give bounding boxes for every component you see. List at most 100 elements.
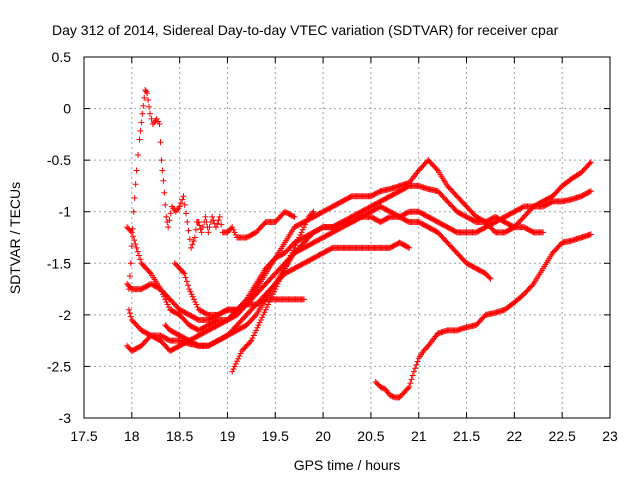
data-point [167, 210, 174, 217]
data-point [180, 193, 187, 200]
y-tick-label: 0.5 [52, 49, 72, 65]
data-point [310, 208, 317, 215]
data-point [265, 301, 272, 308]
data-point [146, 110, 153, 117]
data-point [408, 376, 415, 383]
data-point [127, 313, 134, 320]
data-point [181, 201, 188, 208]
data-point [133, 244, 140, 251]
data-point [587, 231, 594, 238]
x-tick-label: 21 [411, 428, 427, 444]
data-point [261, 309, 268, 316]
data-point [126, 273, 133, 280]
data-point [278, 273, 285, 280]
data-point [212, 224, 219, 231]
data-point [290, 213, 297, 220]
data-point [414, 358, 421, 365]
data-point [260, 311, 267, 318]
x-tick-labels: 17.5 18 18.5 19 19.5 20 20.5 21 21.5 22 22.5 23 [70, 428, 618, 444]
data-point [161, 189, 168, 196]
data-point [137, 256, 144, 263]
data-point [285, 257, 292, 264]
data-point [193, 301, 200, 308]
data-point [407, 380, 414, 387]
data-point [132, 181, 139, 188]
data-point [235, 355, 242, 362]
data-point [303, 219, 310, 226]
data-point [157, 139, 164, 146]
data-point [231, 363, 238, 370]
data-point [230, 366, 237, 373]
data-point [286, 255, 293, 262]
data-point [138, 119, 145, 126]
data-point [255, 322, 262, 329]
data-point [198, 229, 205, 236]
data-point [215, 217, 222, 224]
data-point [271, 288, 278, 295]
data-point [127, 228, 134, 235]
data-point [297, 231, 304, 238]
y-tick-label: -1.5 [47, 255, 71, 271]
data-point [487, 275, 494, 282]
x-tick-label: 22 [507, 428, 523, 444]
data-point [232, 360, 239, 367]
x-tick-label: 21.5 [453, 428, 480, 444]
data-point [263, 304, 270, 311]
data-point [251, 313, 258, 320]
data-point [148, 115, 155, 122]
data-point [281, 265, 288, 272]
data-point [162, 201, 169, 208]
y-axis-label: SDTVAR / TECUs [7, 182, 23, 294]
data-point [125, 306, 132, 313]
data-point [257, 317, 264, 324]
data-point [184, 219, 191, 226]
data-point [153, 115, 160, 122]
data-point [145, 96, 152, 103]
data-point [158, 157, 165, 164]
x-axis-label: GPS time / hours [294, 457, 401, 473]
data-point [156, 121, 163, 128]
data-point [177, 200, 184, 207]
data-point [280, 268, 287, 275]
data-point [181, 270, 188, 277]
x-tick-label: 18.5 [166, 428, 193, 444]
data-point [404, 385, 411, 392]
y-tick-labels: -3 -2.5 -2 -1.5 -1 -0.5 0 0.5 [47, 49, 71, 426]
data-point [268, 293, 275, 300]
data-point [250, 332, 257, 339]
chart-title: Day 312 of 2014, Sidereal Day-to-day VTE… [52, 22, 559, 38]
data-point [165, 224, 172, 231]
data-point [179, 196, 186, 203]
data-point [205, 229, 212, 236]
data-point [274, 280, 281, 287]
data-point [251, 329, 258, 336]
data-point [291, 213, 298, 220]
data-point [155, 118, 162, 125]
data-point [587, 159, 594, 166]
data-point [132, 240, 139, 247]
data-point [412, 365, 419, 372]
data-point [254, 324, 261, 331]
data-point [131, 237, 138, 244]
data-point [165, 304, 172, 311]
data-point [134, 248, 141, 255]
data-point [126, 310, 133, 317]
data-point [272, 286, 279, 293]
series-sat-f [162, 239, 413, 349]
data-point [128, 229, 135, 236]
data-point [186, 236, 193, 243]
x-tick-label: 19.5 [262, 428, 289, 444]
data-point [214, 220, 221, 227]
data-point [144, 90, 151, 97]
data-point [131, 194, 138, 201]
data-point [130, 233, 137, 240]
data-point [229, 224, 236, 231]
data-point [194, 304, 201, 311]
data-point [275, 278, 282, 285]
data-point [266, 298, 273, 305]
data-point [210, 217, 217, 224]
data-point [413, 361, 420, 368]
x-tick-label: 20 [315, 428, 331, 444]
y-tick-label: -1 [59, 204, 72, 220]
data-point [180, 269, 187, 276]
